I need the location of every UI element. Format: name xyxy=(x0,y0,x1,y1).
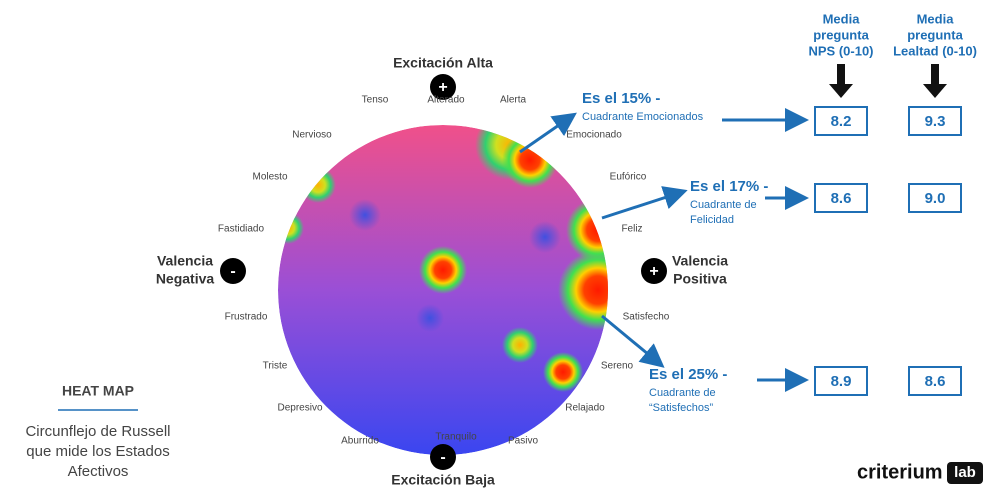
emotion-label: Depresivo xyxy=(277,403,322,414)
value-box xyxy=(908,366,962,396)
value-box xyxy=(908,183,962,213)
callout-subtitle: Cuadrante de xyxy=(690,199,757,211)
emotion-label: Relajado xyxy=(565,403,605,414)
callout-title: Es el 25% - xyxy=(649,366,727,383)
value: 9.3 xyxy=(925,113,946,130)
value: 8.6 xyxy=(925,373,946,390)
legend-text: que mide los Estados xyxy=(26,443,169,460)
heatmap xyxy=(278,125,608,455)
value: 8.6 xyxy=(831,190,852,207)
emotion-label: Satisfecho xyxy=(623,312,670,323)
callout-title: Es el 15% - xyxy=(582,90,660,107)
value: 9.0 xyxy=(925,190,946,207)
emotion-label: Sereno xyxy=(601,361,634,372)
arrows xyxy=(519,108,809,392)
logo: lab xyxy=(954,464,976,481)
axis-label: Valencia xyxy=(157,253,213,269)
value-box xyxy=(908,106,962,136)
sign-badge xyxy=(220,258,246,284)
emotion-label: Frustrado xyxy=(225,312,268,323)
column-header: pregunta xyxy=(907,27,963,42)
axis-label: Excitación Alta xyxy=(393,55,493,71)
legend-text: Afectivos xyxy=(68,463,129,480)
value-box xyxy=(814,106,868,136)
logo-badge xyxy=(947,462,983,484)
value: 8.2 xyxy=(831,113,852,130)
callout-subtitle: “Satisfechos” xyxy=(649,402,714,414)
down-arrows xyxy=(829,64,947,98)
emotion-label: Aburrido xyxy=(341,436,379,447)
value-box xyxy=(814,366,868,396)
callout-title: Es el 17% - xyxy=(690,178,768,195)
sign: + xyxy=(438,79,447,96)
column-header: Media xyxy=(823,11,861,26)
emotion-label: Alterado xyxy=(427,95,465,106)
sign: + xyxy=(649,263,658,280)
sign-badge xyxy=(430,74,456,100)
column-header: Lealtad (0-10) xyxy=(893,43,977,58)
sign: - xyxy=(440,449,445,466)
callout-subtitle: Cuadrante Emocionados xyxy=(582,111,704,123)
callout-subtitle: Felicidad xyxy=(690,214,734,226)
axis-label: Negativa xyxy=(156,271,215,287)
emotion-label: Eufórico xyxy=(610,172,647,183)
legend-title: HEAT MAP xyxy=(62,383,134,399)
emotion-label: Pasivo xyxy=(508,436,538,447)
emotion-label: Tenso xyxy=(362,95,389,106)
column-header: NPS (0-10) xyxy=(808,43,873,58)
sign-badge xyxy=(430,444,456,470)
emotion-label: Nervioso xyxy=(292,130,332,141)
axis-label: Positiva xyxy=(673,271,727,287)
emotion-label: Feliz xyxy=(621,224,642,235)
emotion-label: Tranquilo xyxy=(435,432,477,443)
value-box xyxy=(814,183,868,213)
sign: - xyxy=(230,263,235,280)
emotion-label: Fastidiado xyxy=(218,224,265,235)
sign-badge xyxy=(641,258,667,284)
column-header: Media xyxy=(917,11,955,26)
emotion-label: Emocionado xyxy=(566,130,622,141)
column-header: pregunta xyxy=(813,27,869,42)
axis-label: Valencia xyxy=(672,253,728,269)
emotion-label: Alerta xyxy=(500,95,527,106)
emotion-label: Molesto xyxy=(252,172,287,183)
callout-subtitle: Cuadrante de xyxy=(649,387,716,399)
legend-text: Circunflejo de Russell xyxy=(25,423,170,440)
axis-label: Excitación Baja xyxy=(391,472,495,488)
emotion-label: Triste xyxy=(263,361,288,372)
logo: criterium xyxy=(857,461,943,483)
value: 8.9 xyxy=(831,373,852,390)
